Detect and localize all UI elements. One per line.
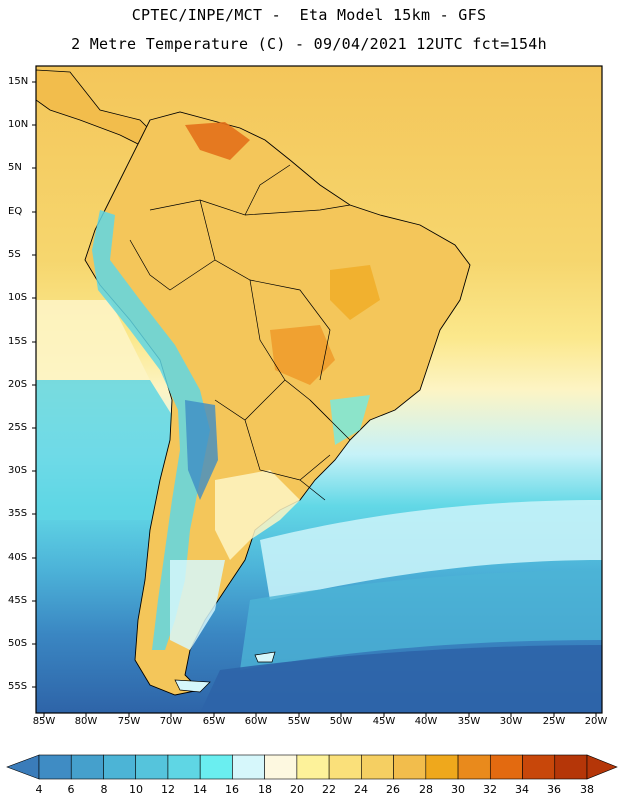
- colorbar-label-36: 36: [547, 783, 561, 796]
- colorbar-right-arrow: [586, 754, 618, 780]
- temperature-colorbar: [6, 754, 618, 780]
- atlantic-deep-band: [200, 645, 602, 713]
- atlantic-cool-band: [260, 500, 602, 600]
- pampas-mild-area: [215, 470, 300, 560]
- lon-label-50w: 50W: [329, 716, 353, 727]
- colorbar-swatch-0: [38, 754, 72, 780]
- colorbar-label-10: 10: [129, 783, 143, 796]
- colorbar-swatch-14: [489, 754, 523, 780]
- lat-label-10s: 10S: [8, 292, 28, 303]
- lon-label-60w: 60W: [244, 716, 268, 727]
- colorbar-swatch-3: [135, 754, 169, 780]
- colorbar-label-28: 28: [419, 783, 433, 796]
- lat-label-45s: 45S: [8, 595, 28, 606]
- lat-label-5n: 5N: [8, 162, 22, 173]
- lat-label-20s: 20S: [8, 379, 28, 390]
- colorbar-swatch-5: [199, 754, 233, 780]
- lon-label-55w: 55W: [287, 716, 311, 727]
- map-border: [35, 65, 603, 714]
- colorbar-label-20: 20: [290, 783, 304, 796]
- colorbar-swatch-8: [296, 754, 330, 780]
- lon-label-80w: 80W: [74, 716, 98, 727]
- lat-label-15n: 15N: [8, 76, 29, 87]
- country-borders: [129, 164, 351, 501]
- colorbar-label-14: 14: [193, 783, 207, 796]
- colorbar-label-30: 30: [451, 783, 465, 796]
- pacific-cool-water: [36, 380, 175, 520]
- colorbar-swatch-16: [554, 754, 588, 780]
- colorbar-swatch-6: [232, 754, 265, 780]
- lon-label-70w: 70W: [159, 716, 183, 727]
- colorbar-swatch-13: [457, 754, 491, 780]
- map-title-line-2: 2 Metre Temperature (C) - 09/04/2021 12U…: [71, 35, 547, 53]
- colorbar-swatch-12: [425, 754, 459, 780]
- colorbar-swatch-11: [393, 754, 427, 780]
- altiplano-cold-core: [185, 400, 218, 500]
- lon-label-65w: 65W: [202, 716, 226, 727]
- southeast-brazil-cool-area: [330, 395, 370, 445]
- pacific-mild-water: [36, 300, 150, 380]
- lon-label-45w: 45W: [372, 716, 396, 727]
- lon-label-30w: 30W: [499, 716, 523, 727]
- lon-label-20w: 20W: [584, 716, 608, 727]
- colorbar-swatch-15: [522, 754, 556, 780]
- lon-label-25w: 25W: [542, 716, 566, 727]
- lat-label-30s: 30S: [8, 465, 28, 476]
- colorbar-swatch-9: [328, 754, 362, 780]
- lat-label-25s: 25S: [8, 422, 28, 433]
- colorbar-label-38: 38: [580, 783, 594, 796]
- colorbar-label-4: 4: [35, 783, 43, 796]
- lat-label-50s: 50S: [8, 638, 28, 649]
- lon-label-85w: 85W: [32, 716, 56, 727]
- central-brazil-hot-area: [270, 325, 335, 385]
- colorbar-label-8: 8: [100, 783, 108, 796]
- colorbar-label-26: 26: [386, 783, 400, 796]
- colorbar-swatch-2: [103, 754, 137, 780]
- axis-ticks: [32, 81, 597, 717]
- lat-label-15s: 15S: [8, 336, 28, 347]
- colorbar-label-16: 16: [225, 783, 239, 796]
- colorbar-label-22: 22: [322, 783, 336, 796]
- colorbar-swatch-7: [264, 754, 298, 780]
- colorbar-label-32: 32: [483, 783, 497, 796]
- lat-label-10n: 10N: [8, 119, 29, 130]
- colorbar-label-24: 24: [354, 783, 368, 796]
- lat-label-40s: 40S: [8, 552, 28, 563]
- lon-label-75w: 75W: [117, 716, 141, 727]
- patagonia-cool-area: [170, 560, 225, 650]
- colorbar-label-34: 34: [515, 783, 529, 796]
- colorbar-swatch-4: [167, 754, 201, 780]
- tierra-del-fuego: [174, 679, 211, 693]
- map-title-line-1: CPTEC/INPE/MCT - Eta Model 15km - GFS: [131, 6, 487, 24]
- colorbar-swatch-10: [361, 754, 394, 780]
- lon-label-40w: 40W: [414, 716, 438, 727]
- colorbar-left-arrow: [6, 754, 40, 780]
- lon-label-35w: 35W: [457, 716, 481, 727]
- andes-cold-spine: [92, 210, 210, 650]
- colorbar-label-18: 18: [258, 783, 272, 796]
- colorbar-label-6: 6: [67, 783, 75, 796]
- lat-label-5s: 5S: [8, 249, 21, 260]
- lat-label-55s: 55S: [8, 681, 28, 692]
- tocantins-warm-area: [330, 265, 380, 320]
- atlantic-mid-band: [240, 570, 602, 670]
- venezuela-hot-area: [185, 122, 250, 160]
- colorbar-label-12: 12: [161, 783, 175, 796]
- colorbar-swatch-1: [70, 754, 104, 780]
- falkland-islands: [254, 651, 276, 663]
- lat-label-eq: EQ: [8, 206, 23, 217]
- lat-label-35s: 35S: [8, 508, 28, 519]
